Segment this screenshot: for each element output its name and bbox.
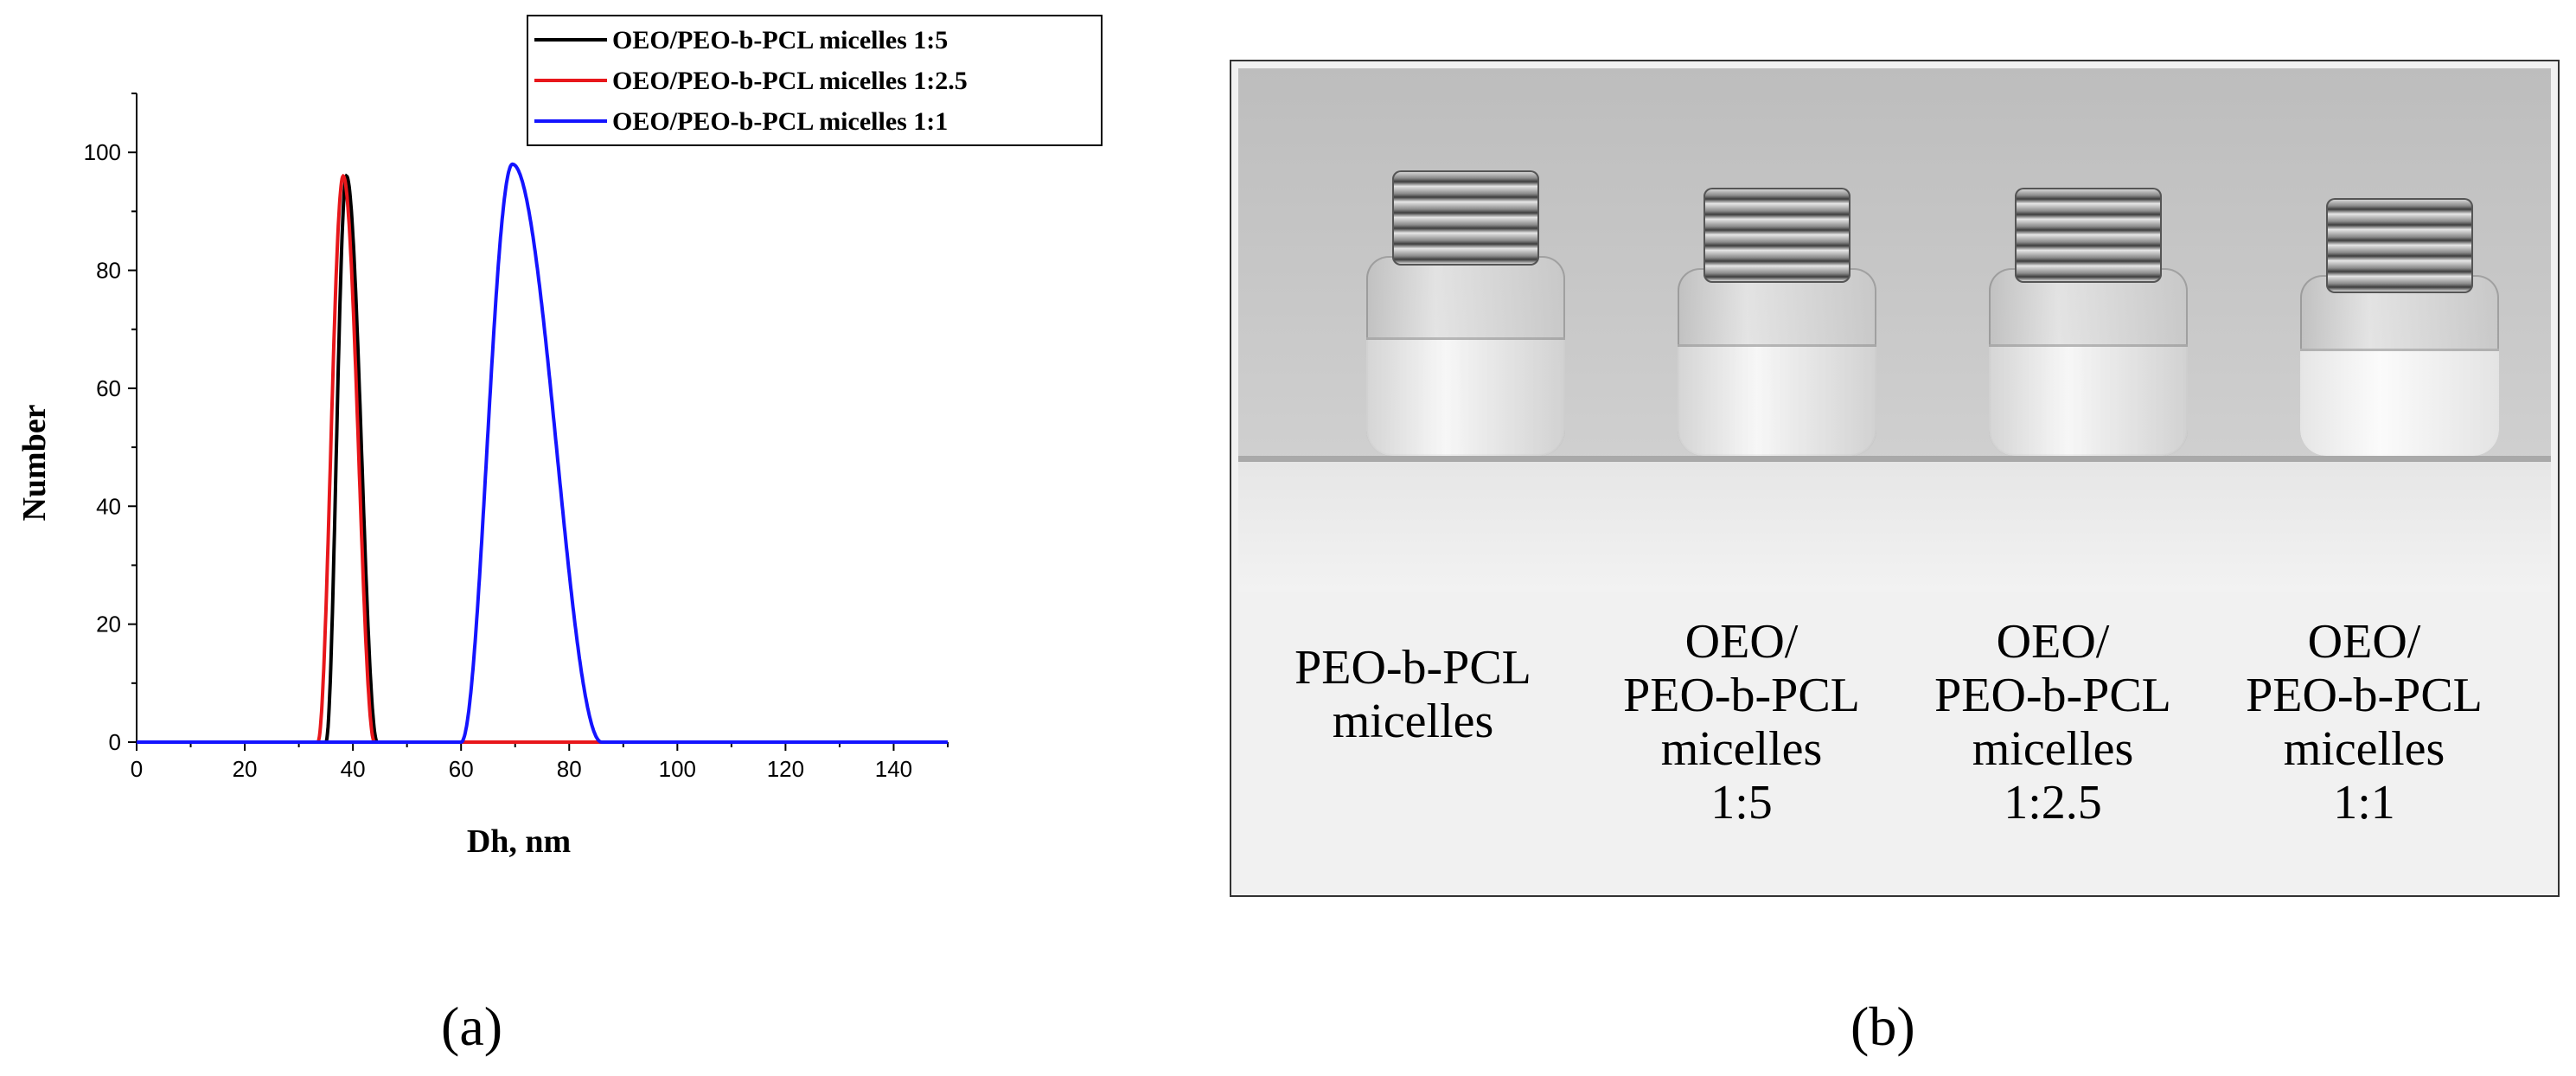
caption-line: micelles <box>2283 722 2445 776</box>
caption-line: 1:1 <box>2333 776 2395 829</box>
panel-label-a: (a) <box>441 996 503 1057</box>
series-line-1 <box>137 173 948 744</box>
chart-axes: 0 20 40 60 80 100 120 140 0 20 40 60 80 100 <box>84 93 949 782</box>
panel-label-b: (b) <box>1851 996 1915 1057</box>
vial-body <box>1678 268 1876 456</box>
y-tick-label: 80 <box>96 258 121 284</box>
y-tick-label: 20 <box>96 612 121 637</box>
chart-legend: OEO/PEO-b-PCL micelles 1:5 OEO/PEO-b-PCL … <box>527 15 1103 146</box>
vial-body <box>2300 275 2499 456</box>
caption-line: micelles <box>1972 722 2134 776</box>
vial-liquid <box>2300 349 2499 456</box>
x-tick-label: 80 <box>557 756 582 782</box>
table-surface <box>1238 462 2551 592</box>
x-tick-label: 140 <box>875 756 912 782</box>
x-tick-label: 60 <box>449 756 474 782</box>
dls-size-distribution-chart: 0 20 40 60 80 100 120 140 0 20 40 60 80 100 Dh, nm Nu… <box>16 15 1103 860</box>
legend-box <box>527 15 1103 146</box>
vials-photo <box>1238 68 2551 592</box>
caption-line: OEO/ <box>2307 615 2421 669</box>
x-tick-label: 20 <box>233 756 258 782</box>
x-tick-label: 100 <box>659 756 696 782</box>
vial-cap <box>2326 198 2473 293</box>
chart-series <box>137 162 948 744</box>
caption-line: 1:2.5 <box>2004 776 2102 829</box>
table-edge <box>1238 456 2551 464</box>
vial-liquid <box>1989 344 2188 456</box>
legend-entry-2: OEO/PEO-b-PCL micelles 1:2.5 <box>612 67 968 95</box>
caption-line: PEO-b-PCL <box>1623 669 1860 722</box>
vial-caption-4: OEO/PEO-b-PCL micelles 1:1 <box>2200 615 2528 829</box>
caption-line: OEO/ <box>1996 615 2110 669</box>
vial-caption-3: OEO/PEO-b-PCL micelles 1:2.5 <box>1889 615 2217 829</box>
vial-cap <box>2015 188 2162 283</box>
caption-line: PEO-b-PCL <box>1294 641 1531 695</box>
y-tick-label: 0 <box>109 729 121 755</box>
vial-cap <box>1703 188 1851 283</box>
y-tick-label: 100 <box>84 139 121 165</box>
vial-liquid <box>1366 337 1565 456</box>
y-axis-label: Number <box>16 404 53 521</box>
vial-body <box>1366 256 1565 456</box>
legend-entry-1: OEO/PEO-b-PCL micelles 1:5 <box>612 26 948 54</box>
caption-line: PEO-b-PCL <box>2246 669 2483 722</box>
vial-cap <box>1392 170 1539 266</box>
x-tick-label: 40 <box>341 756 366 782</box>
caption-line: 1:5 <box>1710 776 1773 829</box>
vials-photo-panel: PEO-b-PCL micelles OEO/PEO-b-PCL micelles 1:… <box>1230 60 2560 897</box>
y-tick-label: 60 <box>96 375 121 401</box>
x-axis-label: Dh, nm <box>467 823 571 860</box>
vial-liquid <box>1678 344 1876 456</box>
vial-caption-1: PEO-b-PCL micelles <box>1249 641 1577 748</box>
caption-line: micelles <box>1332 695 1494 748</box>
vial-caption-2: OEO/PEO-b-PCL micelles 1:5 <box>1577 615 1906 829</box>
series-line-3 <box>137 162 948 744</box>
y-tick-label: 40 <box>96 493 121 519</box>
caption-line: PEO-b-PCL <box>1934 669 2171 722</box>
legend-entry-3: OEO/PEO-b-PCL micelles 1:1 <box>612 107 948 136</box>
caption-line: micelles <box>1660 722 1823 776</box>
caption-line: OEO/ <box>1684 615 1799 669</box>
series-line-2 <box>137 173 948 744</box>
x-tick-label: 120 <box>767 756 804 782</box>
vial-body <box>1989 268 2188 456</box>
x-tick-label: 0 <box>131 756 143 782</box>
